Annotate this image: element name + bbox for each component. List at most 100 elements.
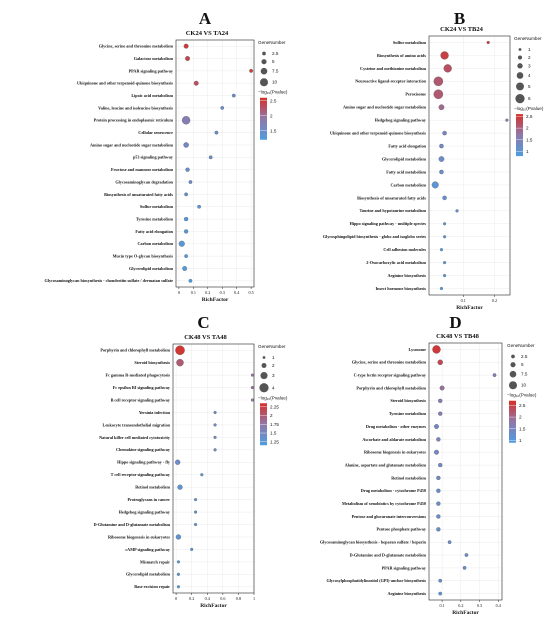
color-legend-title: −log₁₀(Pvalue) — [514, 106, 544, 111]
data-point — [434, 424, 439, 429]
size-legend-value: 1 — [272, 355, 275, 360]
data-point — [231, 93, 236, 98]
x-tick-label: 0.2 — [492, 298, 497, 303]
data-point — [443, 235, 447, 239]
category-label: Cellular senescence — [138, 130, 173, 135]
color-legend-value: 1.5 — [526, 137, 533, 142]
category-label: Neuroactive ligand-receptor interaction — [355, 79, 426, 84]
category-label: Amino sugar and nucleotide sugar metabol… — [343, 105, 427, 110]
category-label: Porphyrin and chlorophyll metabolism — [100, 348, 170, 353]
data-point — [443, 64, 452, 73]
data-point — [183, 142, 189, 148]
plot-frame — [428, 342, 503, 601]
category-label: Pentose and glucuronate interconversions — [352, 514, 427, 519]
size-legend-dot — [516, 82, 524, 91]
category-label: Natural killer cell mediated cytotoxicit… — [99, 435, 171, 440]
category-label: Protein processing in endoplasmic reticu… — [94, 118, 174, 123]
data-point — [250, 386, 254, 390]
data-point — [185, 167, 190, 172]
data-point — [176, 572, 181, 576]
category-label: Glycosphingolipid biosynthesis - globo a… — [323, 234, 426, 239]
category-label: Hippo signaling pathway - multiple speci… — [350, 221, 427, 226]
data-point — [220, 106, 225, 110]
size-legend-dot — [259, 78, 269, 87]
x-tick-label: 0.1 — [191, 290, 196, 295]
x-axis-label: RichFactor — [456, 305, 483, 311]
data-point — [443, 222, 447, 226]
color-legend-bar — [260, 97, 267, 140]
color-legend-value: 2.25 — [270, 404, 279, 409]
category-label: Sulfur metabolism — [140, 204, 174, 209]
size-legend-value: 2 — [528, 55, 531, 60]
x-tick-label: 0.4 — [205, 596, 211, 601]
size-legend-value: 4 — [272, 385, 275, 390]
data-point — [464, 553, 469, 557]
data-point — [194, 510, 198, 514]
size-legend-title: GeneNumber — [507, 343, 535, 348]
x-axis-label: RichFactor — [202, 297, 229, 303]
category-label: Arginine biosynthesis — [387, 591, 426, 596]
category-label: Base excision repair — [134, 584, 170, 589]
data-point — [184, 254, 188, 258]
size-legend-title: GeneNumber — [514, 36, 542, 41]
data-point — [438, 398, 443, 403]
size-legend-dot — [509, 370, 517, 378]
data-point — [436, 488, 441, 493]
size-legend-dot — [511, 354, 515, 359]
x-tick-label: 0.4 — [496, 603, 502, 608]
category-label: Glycerolipid metabolism — [129, 266, 174, 271]
category-label: Mismatch repair — [140, 559, 170, 564]
data-point — [439, 169, 444, 175]
color-legend-value: 2.5 — [519, 403, 526, 408]
plot-frame — [172, 343, 255, 594]
panel-title: CK48 VS TB48 — [436, 333, 479, 340]
data-point — [208, 155, 213, 160]
size-legend-value: 2.5 — [272, 51, 279, 56]
color-legend-title: −log₁₀(Pvalue) — [258, 395, 288, 400]
size-legend-value: 5 — [272, 59, 275, 64]
data-point — [185, 56, 190, 61]
x-tick-label: 0.5 — [248, 290, 253, 295]
data-point — [194, 522, 198, 527]
category-label: Carbon metabolism — [138, 241, 174, 246]
category-label: Ribosome biogenesis in eukaryotes — [364, 450, 426, 455]
data-point — [439, 286, 444, 291]
x-tick-label: 0.1 — [439, 603, 444, 608]
size-legend-dot — [517, 55, 523, 60]
data-point — [438, 462, 443, 468]
panel-title: CK24 VS TA24 — [186, 30, 229, 37]
category-label: Steroid biosynthesis — [390, 398, 426, 403]
color-legend-value: 1 — [526, 149, 529, 154]
color-legend-value: 2 — [519, 415, 522, 420]
data-point — [436, 527, 441, 532]
category-label: Chemokine signaling pathway — [116, 447, 171, 452]
category-label: Ubiquinone and other terpenoid-quinone b… — [77, 81, 173, 86]
size-legend-value: 10 — [272, 80, 278, 85]
category-label: PPAR signaling pathway — [129, 68, 174, 73]
category-label: Glycerolipid metabolism — [126, 572, 171, 577]
data-point — [486, 40, 490, 45]
size-legend-dot — [510, 362, 516, 368]
category-label: Glycine, serine and threonine metabolism — [352, 360, 427, 365]
category-label: Steroid biosynthesis — [134, 360, 170, 365]
x-tick-label: 0.4 — [234, 290, 240, 295]
x-tick-label: 0.1 — [461, 298, 466, 303]
data-point — [434, 449, 439, 455]
x-tick-label: 0.8 — [236, 596, 241, 601]
data-point — [184, 192, 188, 197]
data-point — [176, 358, 184, 367]
data-point — [432, 345, 441, 354]
data-point — [439, 248, 444, 252]
data-point — [214, 130, 219, 135]
color-legend-value: 2 — [270, 413, 273, 418]
data-point — [190, 547, 194, 551]
panel-title: CK24 VS TB24 — [440, 26, 483, 33]
x-tick-label: 0.3 — [477, 603, 482, 608]
x-tick-label: 0.2 — [189, 596, 194, 601]
category-label: Amino sugar and nucleotide sugar metabol… — [90, 142, 174, 147]
category-label: Carbon metabolism — [391, 182, 427, 187]
x-axis-label: RichFactor — [452, 610, 479, 616]
category-label: Drug metabolism - cytochrome P450 — [361, 488, 426, 493]
